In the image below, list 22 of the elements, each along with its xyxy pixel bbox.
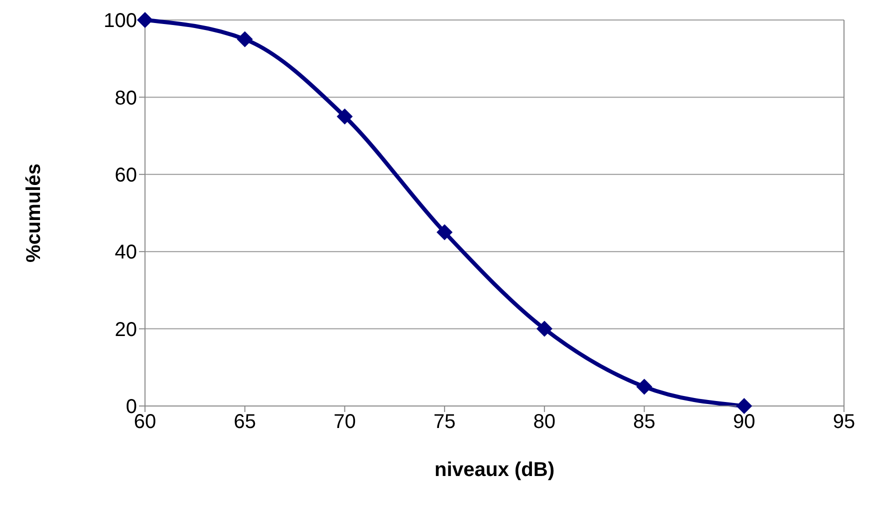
y-axis-title: %cumulés xyxy=(23,164,46,262)
point xyxy=(137,12,153,28)
x-tick-label: 85 xyxy=(633,411,656,434)
x-tick-label: 60 xyxy=(134,411,156,434)
x-tick-label: 75 xyxy=(433,411,456,434)
point xyxy=(736,398,752,414)
x-tick-label: 80 xyxy=(533,411,556,434)
point xyxy=(336,108,353,124)
point xyxy=(436,224,453,240)
point xyxy=(636,378,652,395)
point xyxy=(236,31,253,48)
y-tick-label: 40 xyxy=(114,242,137,264)
x-tick-label: 95 xyxy=(832,411,856,434)
y-tick-label: 20 xyxy=(114,318,137,341)
x-tick-label: 90 xyxy=(733,411,756,434)
y-tick-label: 60 xyxy=(114,164,137,186)
y-tick-label: 80 xyxy=(114,87,137,110)
y-tick-label: 100 xyxy=(104,10,137,32)
point xyxy=(536,320,552,337)
x-tick-label: 70 xyxy=(334,411,356,434)
x-tick-label: 65 xyxy=(234,411,256,434)
x-axis-title: niveaux (dB) xyxy=(434,459,555,481)
